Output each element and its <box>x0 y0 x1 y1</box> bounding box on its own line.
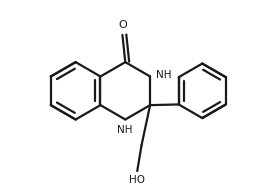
Text: O: O <box>118 20 127 30</box>
Text: HO: HO <box>129 175 145 185</box>
Text: NH: NH <box>156 70 171 80</box>
Text: NH: NH <box>117 125 132 135</box>
